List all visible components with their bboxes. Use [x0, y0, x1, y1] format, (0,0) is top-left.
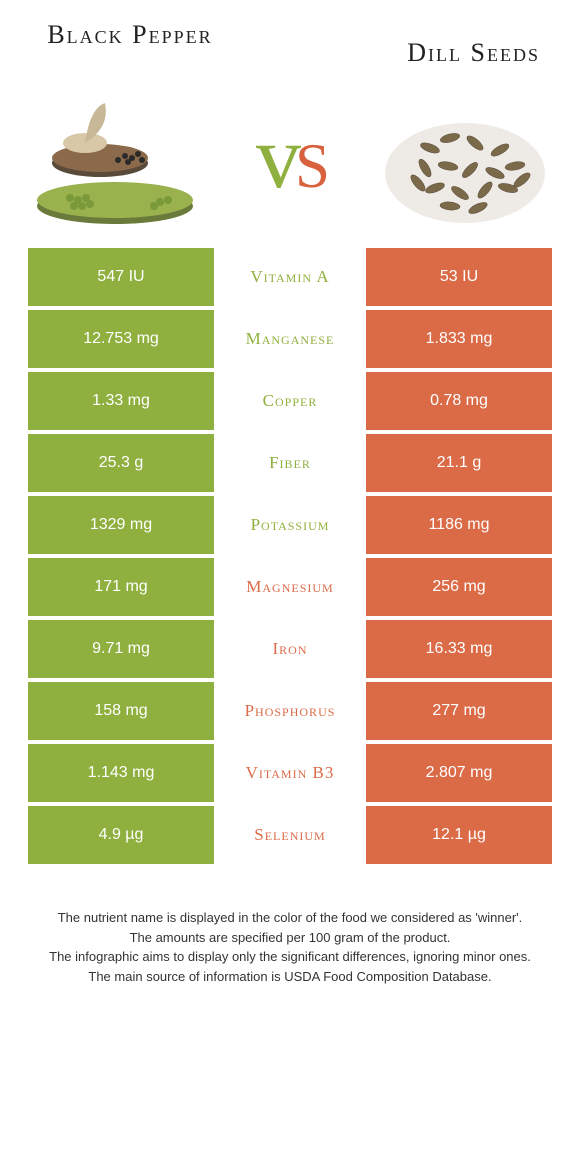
left-value-cell: 1.33 mg — [28, 372, 214, 430]
nutrient-label: Manganese — [214, 310, 366, 368]
left-value-cell: 171 mg — [28, 558, 214, 616]
table-row: 12.753 mgManganese1.833 mg — [28, 310, 552, 368]
table-row: 1.33 mgCopper0.78 mg — [28, 372, 552, 430]
table-row: 25.3 gFiber21.1 g — [28, 434, 552, 492]
table-row: 9.71 mgIron16.33 mg — [28, 620, 552, 678]
black-pepper-image — [30, 88, 200, 228]
right-value-cell: 1186 mg — [366, 496, 552, 554]
hero-row: vs — [0, 78, 580, 248]
footer-line: The infographic aims to display only the… — [40, 947, 540, 967]
right-value-cell: 12.1 µg — [366, 806, 552, 864]
comparison-table: 547 IUVitamin A53 IU12.753 mgManganese1.… — [0, 248, 580, 864]
right-value-cell: 21.1 g — [366, 434, 552, 492]
nutrient-label: Fiber — [214, 434, 366, 492]
left-value-cell: 4.9 µg — [28, 806, 214, 864]
left-value-cell: 12.753 mg — [28, 310, 214, 368]
table-row: 4.9 µgSelenium12.1 µg — [28, 806, 552, 864]
nutrient-label: Vitamin B3 — [214, 744, 366, 802]
footer-line: The main source of information is USDA F… — [40, 967, 540, 987]
right-value-cell: 53 IU — [366, 248, 552, 306]
left-value-cell: 158 mg — [28, 682, 214, 740]
left-value-cell: 25.3 g — [28, 434, 214, 492]
nutrient-label: Selenium — [214, 806, 366, 864]
left-value-cell: 1329 mg — [28, 496, 214, 554]
right-value-cell: 0.78 mg — [366, 372, 552, 430]
title-left: Black Pepper — [40, 20, 220, 50]
right-value-cell: 1.833 mg — [366, 310, 552, 368]
nutrient-label: Vitamin A — [214, 248, 366, 306]
right-value-cell: 2.807 mg — [366, 744, 552, 802]
table-row: 171 mgMagnesium256 mg — [28, 558, 552, 616]
table-row: 547 IUVitamin A53 IU — [28, 248, 552, 306]
left-value-cell: 9.71 mg — [28, 620, 214, 678]
footer-notes: The nutrient name is displayed in the co… — [0, 868, 580, 986]
vs-label: vs — [256, 113, 324, 203]
table-row: 1.143 mgVitamin B32.807 mg — [28, 744, 552, 802]
left-value-cell: 1.143 mg — [28, 744, 214, 802]
vs-s: s — [295, 108, 324, 207]
footer-line: The nutrient name is displayed in the co… — [40, 908, 540, 928]
dill-seeds-image — [380, 88, 550, 228]
nutrient-label: Potassium — [214, 496, 366, 554]
nutrient-label: Copper — [214, 372, 366, 430]
nutrient-label: Magnesium — [214, 558, 366, 616]
header: Black Pepper Dill Seeds — [0, 0, 580, 78]
right-value-cell: 277 mg — [366, 682, 552, 740]
title-right: Dill Seeds — [320, 38, 540, 68]
right-value-cell: 16.33 mg — [366, 620, 552, 678]
left-value-cell: 547 IU — [28, 248, 214, 306]
table-row: 1329 mgPotassium1186 mg — [28, 496, 552, 554]
nutrient-label: Phosphorus — [214, 682, 366, 740]
vs-v: v — [256, 108, 295, 207]
right-value-cell: 256 mg — [366, 558, 552, 616]
table-row: 158 mgPhosphorus277 mg — [28, 682, 552, 740]
footer-line: The amounts are specified per 100 gram o… — [40, 928, 540, 948]
nutrient-label: Iron — [214, 620, 366, 678]
